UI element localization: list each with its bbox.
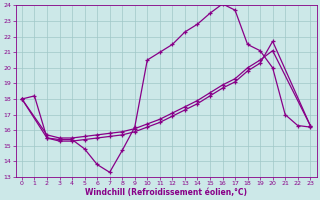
X-axis label: Windchill (Refroidissement éolien,°C): Windchill (Refroidissement éolien,°C) bbox=[85, 188, 247, 197]
